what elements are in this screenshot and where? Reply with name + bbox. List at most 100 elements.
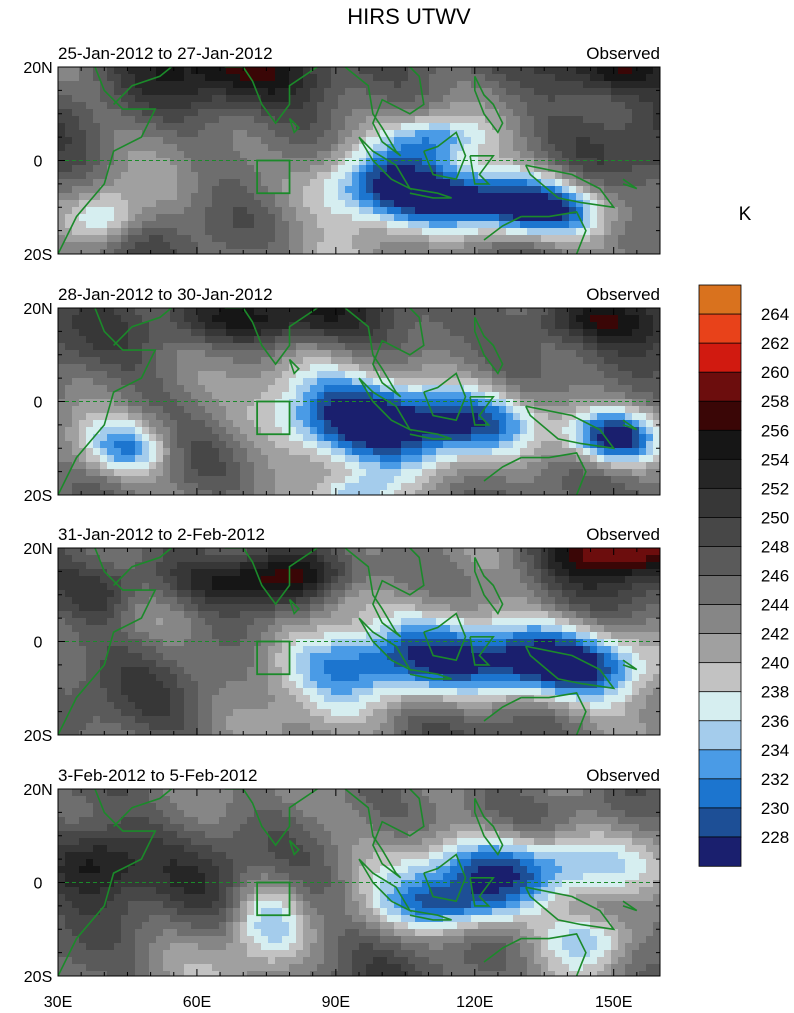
contour-cell xyxy=(583,242,591,250)
contour-cell xyxy=(422,322,430,330)
contour-cell xyxy=(114,88,122,96)
contour-cell xyxy=(58,95,66,103)
contour-cell xyxy=(513,221,521,229)
contour-cell xyxy=(261,116,269,124)
contour-cell xyxy=(114,249,122,254)
contour-cell xyxy=(597,67,605,75)
contour-cell xyxy=(457,555,465,563)
contour-cell xyxy=(114,385,122,393)
contour-cell xyxy=(639,109,647,117)
contour-cell xyxy=(191,193,199,201)
contour-cell xyxy=(492,413,500,421)
contour-cell xyxy=(352,74,360,82)
contour-cell xyxy=(170,242,178,250)
contour-cell xyxy=(597,392,605,400)
contour-cell xyxy=(156,448,164,456)
contour-cell xyxy=(296,249,304,254)
contour-cell xyxy=(450,392,458,400)
contour-cell xyxy=(135,144,143,152)
contour-cell xyxy=(107,207,115,215)
contour-cell xyxy=(128,242,136,250)
contour-cell xyxy=(506,172,514,180)
contour-cell xyxy=(590,193,598,201)
contour-cell xyxy=(562,109,570,117)
contour-cell xyxy=(373,555,381,563)
contour-cell xyxy=(86,193,94,201)
contour-cell xyxy=(163,172,171,180)
contour-cell xyxy=(632,427,640,435)
contour-cell xyxy=(296,343,304,351)
contour-cell xyxy=(373,221,381,229)
contour-cell xyxy=(639,200,647,208)
contour-cell xyxy=(317,336,325,344)
contour-cell xyxy=(261,102,269,110)
contour-cell xyxy=(492,420,500,428)
contour-cell xyxy=(583,67,591,75)
contour-cell xyxy=(233,371,241,379)
contour-cell xyxy=(219,221,227,229)
contour-cell xyxy=(562,406,570,414)
contour-cell xyxy=(86,392,94,400)
contour-cell xyxy=(597,144,605,152)
contour-cell xyxy=(534,357,542,365)
contour-cell xyxy=(583,329,591,337)
contour-cell xyxy=(93,322,101,330)
contour-cell xyxy=(527,102,535,110)
contour-cell xyxy=(135,186,143,194)
contour-cell xyxy=(317,413,325,421)
contour-cell xyxy=(639,102,647,110)
contour-cell xyxy=(478,476,486,484)
contour-cell xyxy=(443,448,451,456)
contour-cell xyxy=(72,109,80,117)
contour-cell xyxy=(86,235,94,243)
contour-cell xyxy=(653,207,660,215)
contour-cell xyxy=(226,385,234,393)
contour-cell xyxy=(485,555,493,563)
contour-cell xyxy=(310,555,318,563)
contour-cell xyxy=(597,221,605,229)
contour-cell xyxy=(380,343,388,351)
contour-cell xyxy=(233,434,241,442)
contour-cell xyxy=(415,399,423,407)
contour-cell xyxy=(429,172,437,180)
contour-cell xyxy=(548,462,556,470)
contour-cell xyxy=(548,336,556,344)
contour-cell xyxy=(534,476,542,484)
coastline xyxy=(483,215,522,241)
contour-cell xyxy=(513,165,521,173)
contour-cell xyxy=(303,144,311,152)
contour-cell xyxy=(324,249,332,254)
contour-cell xyxy=(296,448,304,456)
contour-cell xyxy=(611,242,619,250)
contour-cell xyxy=(513,249,521,254)
contour-cell xyxy=(170,483,178,491)
contour-cell xyxy=(387,462,395,470)
contour-cell xyxy=(492,343,500,351)
contour-cell xyxy=(107,392,115,400)
contour-cell xyxy=(632,95,640,103)
contour-cell xyxy=(219,116,227,124)
contour-cell xyxy=(436,102,444,110)
contour-cell xyxy=(303,137,311,145)
contour-cell xyxy=(107,88,115,96)
contour-cell xyxy=(240,186,248,194)
contour-cell xyxy=(275,350,283,358)
contour-cell xyxy=(198,343,206,351)
contour-cell xyxy=(247,116,255,124)
contour-cell xyxy=(520,490,528,495)
contour-cell xyxy=(191,385,199,393)
contour-cell xyxy=(541,200,549,208)
contour-cell xyxy=(422,555,430,563)
contour-cell xyxy=(415,144,423,152)
contour-cell xyxy=(478,144,486,152)
contour-cell xyxy=(513,469,521,477)
contour-cell xyxy=(541,193,549,201)
contour-cell xyxy=(401,469,409,477)
contour-cell xyxy=(261,399,269,407)
contour-cell xyxy=(443,95,451,103)
contour-cell xyxy=(282,102,290,110)
contour-cell xyxy=(471,123,479,131)
contour-cell xyxy=(611,322,619,330)
contour-cell xyxy=(212,448,220,456)
